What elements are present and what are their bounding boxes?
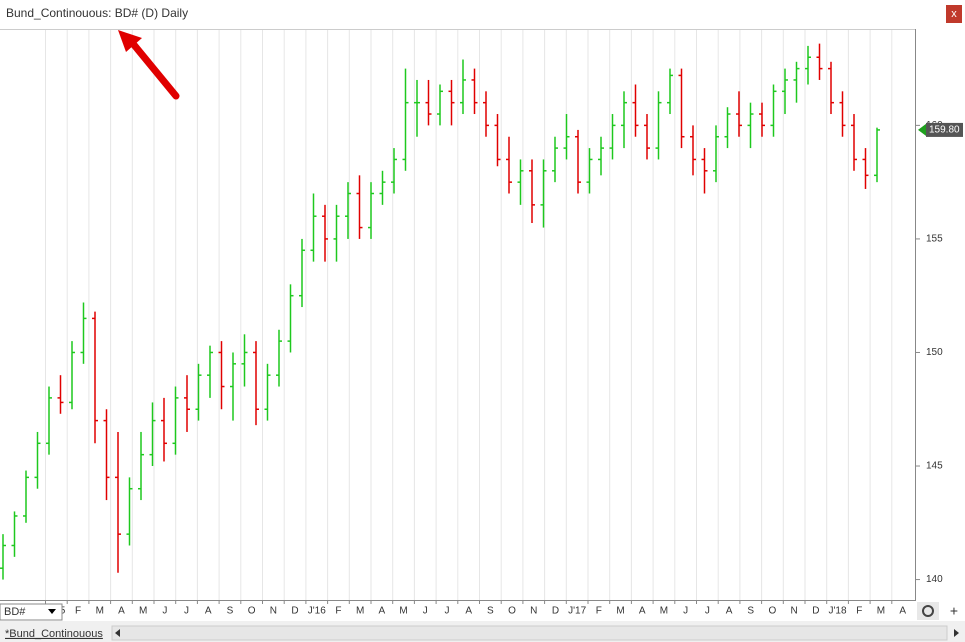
last-price-box (926, 122, 963, 137)
x-tick-label: J (705, 606, 710, 617)
x-tick-label: J'17 (568, 606, 586, 617)
x-tick-label: O (248, 606, 256, 617)
x-tick-label: N (270, 606, 277, 617)
window-title: Bund_Continouous: BD# (D) Daily (6, 6, 188, 20)
x-tick-label: M (877, 606, 885, 617)
x-tick-label: N (530, 606, 537, 617)
x-tick-label: O (769, 606, 777, 617)
x-tick-label: J'16 (308, 606, 326, 617)
x-tick-label: D (552, 606, 559, 617)
y-tick-label: 140 (926, 574, 943, 585)
x-tick-label: A (726, 606, 733, 617)
x-tick-label: J (162, 606, 167, 617)
x-tick-label: A (205, 606, 212, 617)
x-tick-label: M (356, 606, 364, 617)
scrollbar[interactable] (111, 625, 948, 641)
dropdown-caret (48, 609, 56, 614)
sheet-tab[interactable]: *Bund_Continouous (5, 628, 103, 640)
x-tick-label: F (335, 606, 341, 617)
x-tick-label: S (747, 606, 754, 617)
arrow-annotation (118, 30, 180, 100)
x-tick-label: A (465, 606, 472, 617)
x-tick-label: J (683, 606, 688, 617)
x-tick-label: D (291, 606, 298, 617)
y-tick-label: 150 (926, 347, 943, 358)
scroll-left[interactable] (115, 629, 120, 637)
symbol-label[interactable]: BD# (4, 606, 26, 618)
x-tick-label: J (423, 606, 428, 617)
x-tick-label: M (399, 606, 407, 617)
x-tick-label: S (227, 606, 234, 617)
arrow-head (118, 30, 142, 52)
x-tick-label: A (899, 606, 906, 617)
x-tick-label: J (184, 606, 189, 617)
x-tick-label: F (596, 606, 602, 617)
bars (0, 43, 880, 580)
add-button[interactable]: + (950, 603, 958, 619)
x-tick-label: M (616, 606, 624, 617)
last-price-label: 159.80 (929, 125, 960, 136)
x-tick-label: F (856, 606, 862, 617)
title-bar (0, 0, 965, 29)
x-tick-label: M (96, 606, 104, 617)
symbol-dropdown[interactable] (0, 603, 63, 621)
arrow-shaft (126, 36, 180, 100)
close-button[interactable] (946, 5, 962, 23)
x-tick-label: A (639, 606, 646, 617)
x-tick-label: N (791, 606, 798, 617)
x-tick-label: J'18 (829, 606, 847, 617)
x-tick-label: D (812, 606, 819, 617)
x-tick-label: A (379, 606, 386, 617)
x-tick-label: M (139, 606, 147, 617)
x-tick-label: M (660, 606, 668, 617)
last-price-marker (918, 123, 926, 136)
refresh-button[interactable] (917, 602, 939, 620)
x-tick-label: O (508, 606, 516, 617)
close-label[interactable]: x (951, 8, 957, 20)
y-tick-label: 145 (926, 461, 943, 472)
refresh-icon (922, 605, 934, 617)
x-tick-label: J (444, 606, 449, 617)
x-tick-label: A (118, 606, 125, 617)
x-tick-label: F (75, 606, 81, 617)
y-tick-label: 155 (926, 234, 943, 245)
x-tick-label: S (487, 606, 494, 617)
scroll-right[interactable] (954, 629, 959, 637)
